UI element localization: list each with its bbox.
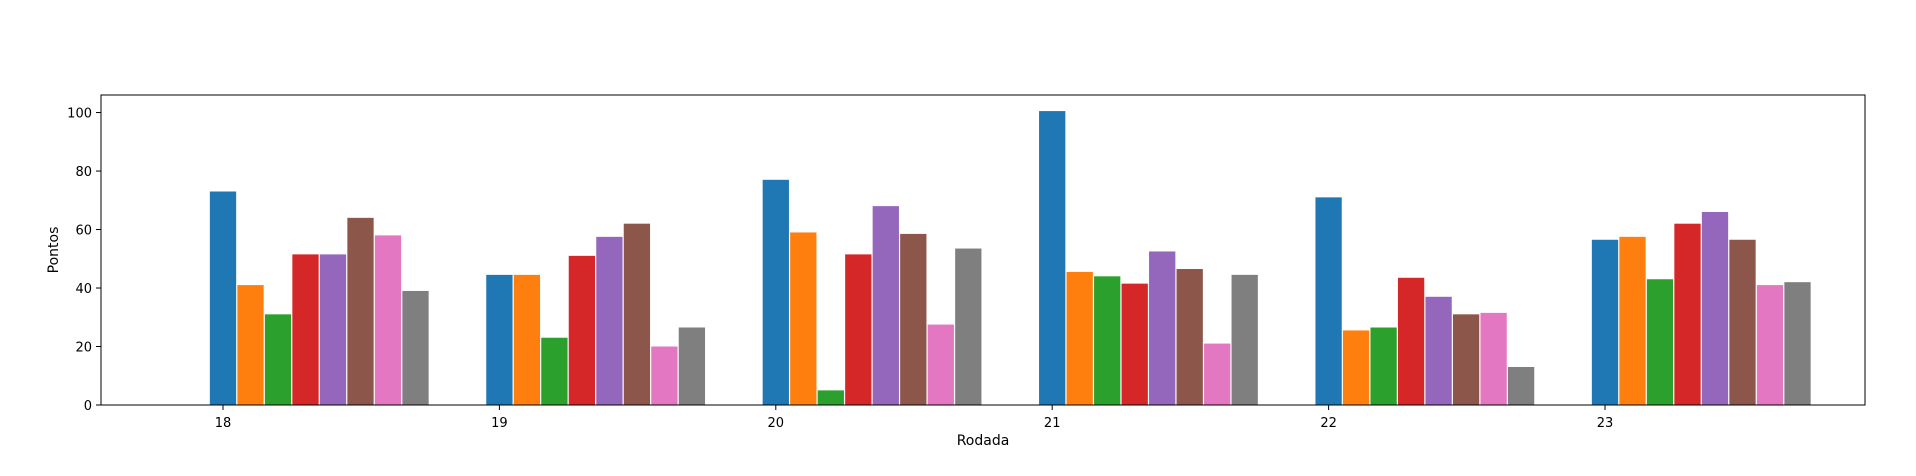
bar-20-s7	[927, 324, 954, 405]
x-axis: 18 19 20 21 22 23	[215, 405, 1614, 431]
bar-18-s3	[264, 314, 292, 405]
y-axis: 0 20 40 60 80 100	[67, 107, 101, 414]
bar-20-s5	[872, 206, 899, 405]
bar-22-s5	[1425, 296, 1452, 405]
bar-20-s2	[790, 232, 817, 405]
bar-21-s3	[1094, 276, 1121, 405]
bar-22-s2	[1342, 330, 1370, 405]
bar-18-s1	[209, 191, 237, 405]
y-tick-label: 0	[84, 399, 92, 414]
x-tick-label: 18	[215, 416, 232, 431]
bar-22-s6	[1452, 314, 1480, 405]
bar-22-s7	[1480, 312, 1507, 405]
bar-21-s6	[1176, 269, 1203, 405]
bar-23-s5	[1701, 211, 1729, 405]
bar-19-s5	[596, 236, 623, 405]
bar-21-s8	[1231, 274, 1258, 405]
bar-22-s1	[1315, 197, 1342, 405]
bar-20-s6	[900, 233, 927, 405]
bar-22-s8	[1507, 366, 1535, 405]
bar-19-s8	[678, 327, 706, 405]
bar-22-s3	[1370, 327, 1397, 405]
y-tick-label: 20	[75, 341, 92, 356]
bar-23-s2	[1619, 236, 1646, 405]
x-tick-label: 23	[1597, 416, 1614, 431]
bar-20-s4	[845, 254, 872, 405]
bar-19-s7	[651, 346, 678, 405]
bar-23-s1	[1591, 239, 1619, 405]
bar-18-s8	[402, 290, 429, 405]
plot-frame	[100, 94, 1866, 406]
bar-21-s5	[1149, 251, 1176, 405]
bar-22-s4	[1397, 277, 1425, 405]
x-axis-label: Rodada	[957, 433, 1010, 449]
bar-21-s7	[1204, 343, 1231, 405]
bar-21-s4	[1121, 283, 1148, 405]
bar-18-s4	[292, 254, 319, 405]
bar-19-s6	[623, 223, 651, 405]
bar-19-s3	[541, 337, 568, 405]
bar-20-s1	[762, 179, 789, 405]
bar-21-s1	[1039, 111, 1066, 406]
bar-18-s7	[374, 235, 402, 405]
bar-20-s8	[955, 248, 982, 405]
bar-23-s7	[1756, 285, 1784, 405]
y-tick-label: 40	[75, 282, 92, 297]
bar-19-s2	[513, 274, 541, 405]
bars-layer	[209, 111, 1811, 406]
x-tick-label: 22	[1320, 416, 1337, 431]
bar-23-s8	[1784, 282, 1811, 405]
bar-23-s6	[1729, 239, 1756, 405]
x-tick-label: 21	[1044, 416, 1061, 431]
bar-19-s1	[486, 274, 513, 405]
bar-18-s2	[237, 285, 264, 405]
bar-21-s2	[1066, 271, 1093, 405]
bar-23-s3	[1646, 279, 1674, 405]
x-tick-label: 19	[491, 416, 508, 431]
y-axis-label: Pontos	[46, 227, 62, 274]
x-tick-label: 20	[768, 416, 785, 431]
y-tick-label: 80	[75, 165, 92, 180]
y-tick-label: 60	[75, 224, 92, 239]
bar-18-s5	[319, 254, 347, 405]
y-tick-label: 100	[67, 107, 92, 122]
bar-18-s6	[347, 217, 374, 405]
bar-20-s3	[817, 390, 844, 405]
bar-23-s4	[1674, 223, 1701, 405]
bar-19-s4	[568, 255, 596, 405]
